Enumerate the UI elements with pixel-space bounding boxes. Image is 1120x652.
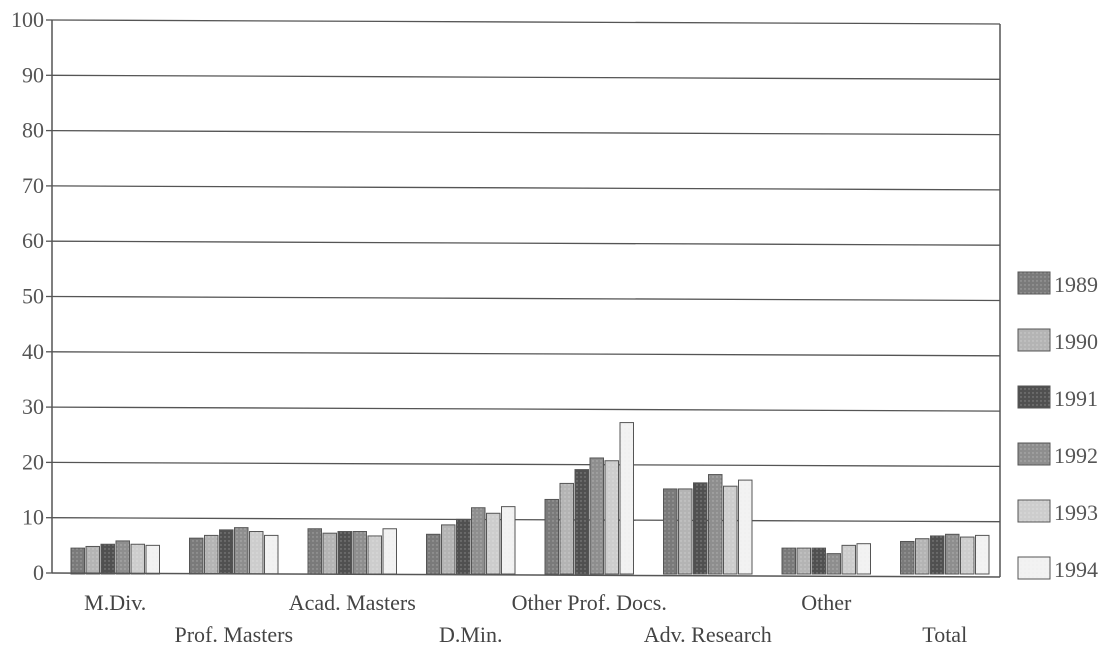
x-category-label: Adv. Research [644,622,772,647]
gridline [51,517,1001,523]
x-axis-categories: M.Div. Prof. Masters Acad. Masters D.Min. Ot… [84,590,967,647]
gridlines [51,19,1001,523]
axes [51,20,1001,578]
y-tick-label: 70 [22,173,44,198]
bar [115,540,130,575]
bar [382,528,397,575]
y-tick-label: 100 [11,7,44,32]
legend-label: 1991 [1054,386,1098,411]
bar [604,460,619,575]
bar [663,488,678,575]
legend-swatch [1017,556,1051,580]
bar [367,535,382,575]
x-category-label: Acad. Masters [289,590,416,615]
gridline [51,406,1001,412]
legend-label: 1993 [1054,500,1098,525]
bar [900,540,915,575]
y-tick-label: 0 [33,560,44,585]
gridline [51,351,1001,357]
x-category-label: D.Min. [439,622,503,647]
bar [930,535,945,575]
bar [574,469,589,575]
y-tick-label: 80 [22,118,44,143]
bar [100,543,115,575]
bar [619,422,634,575]
bar [826,553,841,575]
legend: 1989 1990 1991 1992 1993 1994 [1017,271,1098,582]
x-category-label: Other [801,590,852,615]
legend-swatch [1017,271,1051,295]
bar [471,507,486,575]
bar [352,531,367,575]
bar [945,533,960,575]
bar [234,527,249,575]
y-tick-label: 40 [22,339,44,364]
bar [708,474,723,575]
bar [678,488,693,575]
legend-label: 1994 [1054,557,1098,582]
bar [307,528,322,575]
bar [130,543,145,575]
gridline [51,240,1001,246]
bar [841,544,856,575]
y-tick-label: 20 [22,449,44,474]
bar [70,547,85,575]
bar [501,506,516,575]
gridline [51,129,1001,136]
bars [70,422,990,575]
legend-label: 1989 [1054,272,1098,297]
y-tick-label: 50 [22,284,44,309]
x-axis-line [51,572,1001,578]
bar [960,536,975,575]
bar [915,538,930,575]
gridline [51,19,1001,25]
y-tick-label: 90 [22,62,44,87]
x-category-label: Prof. Masters [174,622,293,647]
x-category-label: Total [922,622,967,647]
bar [189,537,204,575]
bar [723,485,738,575]
bar [544,498,559,575]
bar [738,479,753,575]
gridline [51,461,1001,468]
y-tick-label: 10 [22,505,44,530]
y-tick-label: 60 [22,228,44,253]
gridline [51,185,1001,191]
legend-swatch [1017,385,1051,409]
legend-swatch [1017,442,1051,466]
y-axis-ticks: 0 10 20 30 40 50 60 70 80 90 100 [11,7,52,585]
bar [486,512,501,575]
bar [426,533,441,575]
bar [264,534,279,575]
bar [337,531,352,575]
bar [219,529,234,575]
bar [693,482,708,575]
bar [456,518,471,575]
bar [589,457,604,575]
bar [85,545,100,575]
bar [796,547,811,575]
x-category-label: M.Div. [84,590,146,615]
gridline [51,74,1001,80]
bar [856,543,871,575]
bar [559,482,574,575]
bar [441,524,456,575]
bar [145,544,160,575]
x-category-label: Other Prof. Docs. [512,590,667,615]
bar [781,547,796,575]
gridline [51,295,1001,302]
bar [249,531,264,575]
bar [204,534,219,575]
legend-swatch [1017,328,1051,352]
legend-swatch [1017,499,1051,523]
bar [975,534,990,575]
y-tick-label: 30 [22,394,44,419]
legend-label: 1992 [1054,443,1098,468]
bar [322,532,337,575]
bar [811,547,826,575]
legend-label: 1990 [1054,329,1098,354]
